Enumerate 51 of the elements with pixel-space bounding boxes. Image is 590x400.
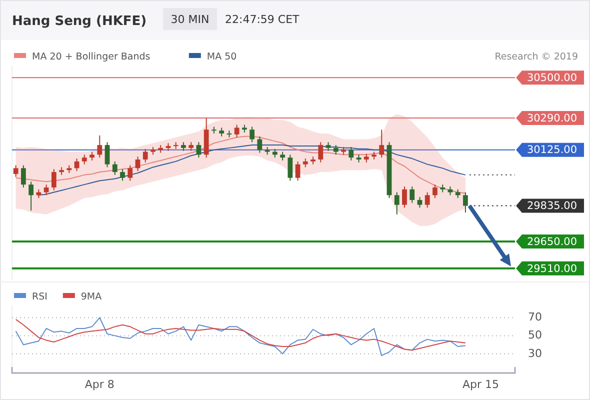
candlestick <box>97 134 102 158</box>
legend-label: MA 50 <box>206 52 237 63</box>
chart-subtitle: 30 MIN <box>170 13 210 26</box>
chart-title: Hang Seng (HKFE) <box>12 14 147 29</box>
legend-label: RSI <box>32 292 48 303</box>
text: 22:47:59 CET <box>225 13 300 26</box>
candlestick <box>20 164 26 188</box>
candlestick <box>333 144 338 156</box>
candlestick <box>424 192 430 208</box>
candlestick <box>318 142 324 163</box>
candlestick <box>234 124 240 138</box>
x-tick-label: Apr 8 <box>84 378 114 392</box>
candlestick <box>135 156 140 172</box>
ref-line-label: 29510.00 <box>526 262 578 275</box>
candlestick <box>394 192 400 215</box>
legend-label: 9MA <box>80 292 102 303</box>
candlestick <box>417 196 422 208</box>
ref-line-label: 29650.00 <box>526 236 578 248</box>
x-tick-label: Apr 15 <box>462 378 499 392</box>
candlestick <box>44 184 49 196</box>
candlestick <box>120 168 125 182</box>
candlestick <box>295 160 300 182</box>
y-tick-label: 50 <box>528 328 542 342</box>
candlestick <box>250 126 255 143</box>
candlestick <box>104 142 110 168</box>
ref-line-label: 30125.00 <box>526 144 578 156</box>
text: Research © 2019 <box>494 52 578 63</box>
candlestick <box>402 186 407 208</box>
candlestick <box>463 192 468 214</box>
candlestick <box>432 184 438 199</box>
candlestick <box>112 160 118 176</box>
ref-line-label: 30500.00 <box>526 72 578 84</box>
ref-line-label: 30290.00 <box>526 112 578 124</box>
candlestick <box>196 142 202 158</box>
ref-line-label: 29835.00 <box>526 200 578 212</box>
candlestick <box>288 154 293 182</box>
line-series <box>15 317 466 356</box>
legend-label: MA 20 + Bollinger Bands <box>32 52 150 63</box>
candlestick <box>348 146 354 161</box>
candlestick <box>13 164 18 178</box>
candlestick <box>82 154 87 165</box>
candlestick <box>410 186 415 204</box>
candlestick <box>28 181 34 212</box>
line-series <box>15 318 466 351</box>
y-tick-label: 30 <box>528 346 542 360</box>
candlestick <box>142 148 148 163</box>
candlestick <box>379 129 384 158</box>
y-tick-label: 70 <box>528 310 542 324</box>
candlestick <box>257 136 262 154</box>
candlestick <box>51 168 56 191</box>
candlestick <box>128 164 133 182</box>
